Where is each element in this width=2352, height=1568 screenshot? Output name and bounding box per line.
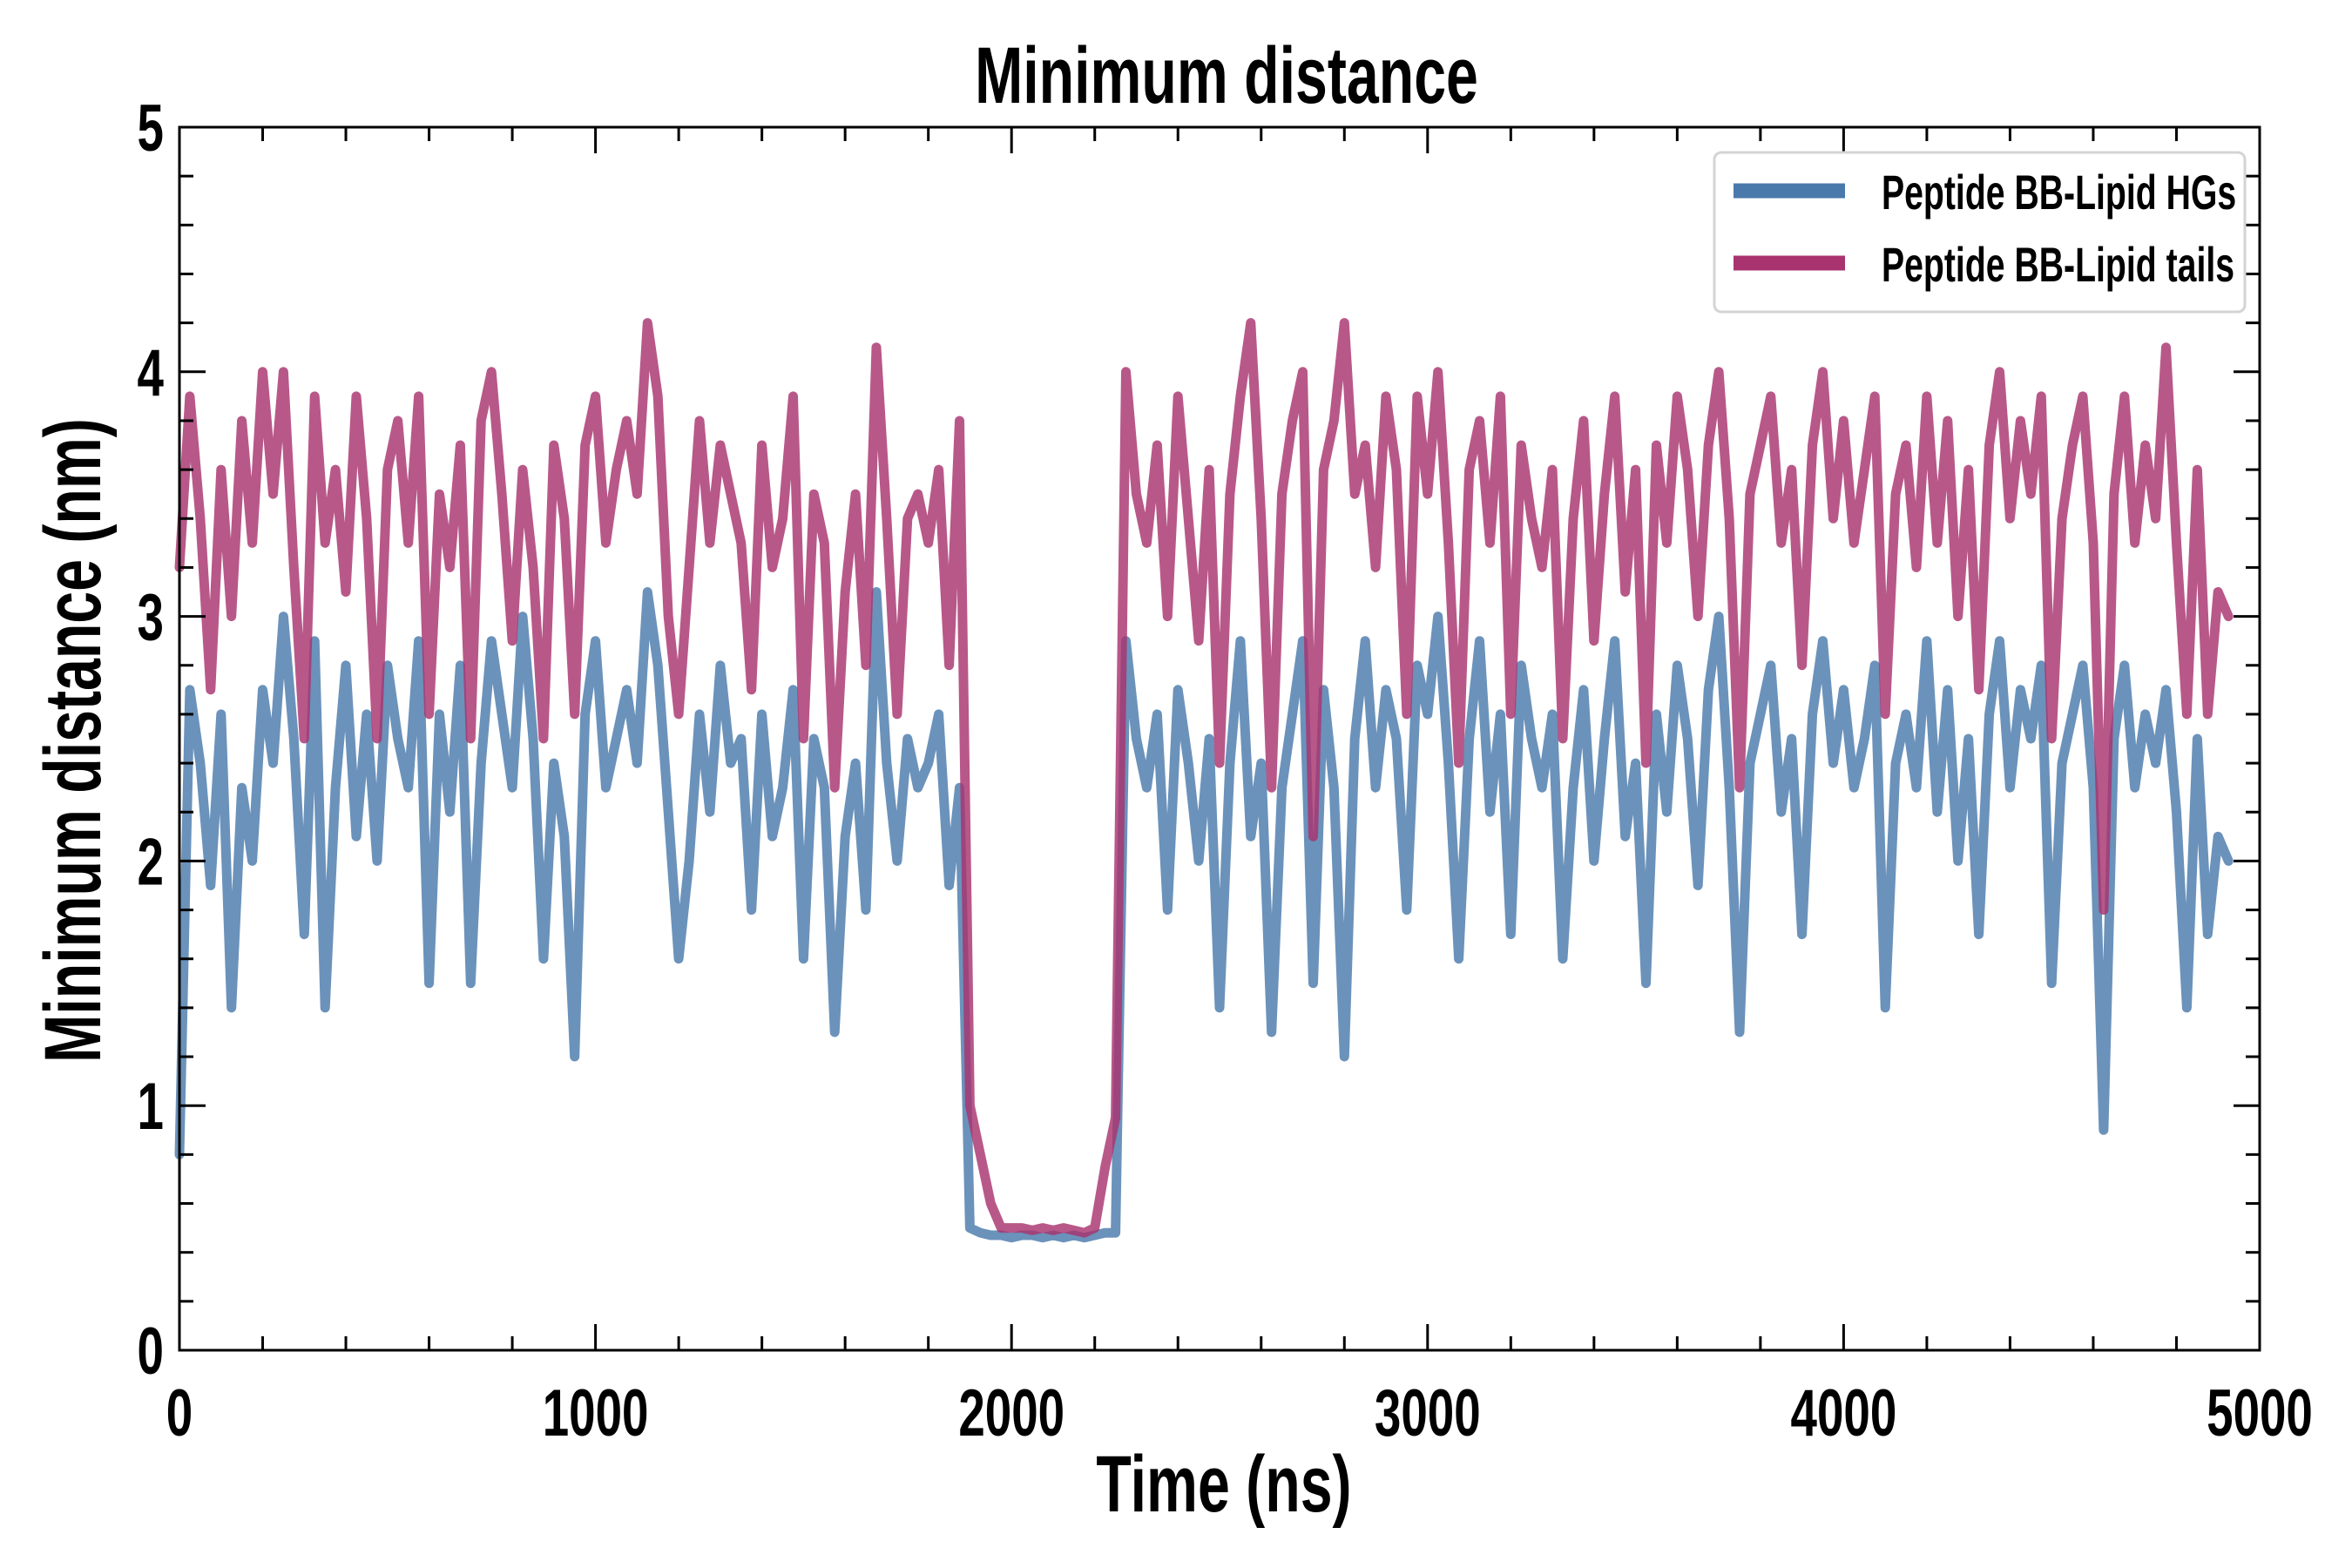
- x-tick-label: 4000: [1791, 1376, 1897, 1450]
- legend-box: [1713, 151, 2247, 314]
- x-tick-label: 0: [166, 1376, 193, 1450]
- y-tick-label: 2: [138, 826, 164, 900]
- legend-label-tails: Peptide BB-Lipid tails: [1882, 238, 2234, 293]
- x-tick-label: 3000: [1375, 1376, 1481, 1450]
- legend-label-hgs: Peptide BB-Lipid HGs: [1882, 166, 2236, 220]
- tick-layer: 0 1000 2000 3000 4000 5000 0 1 2 3 4 5: [138, 91, 2313, 1450]
- y-tick-label: 4: [138, 336, 165, 410]
- x-tick-label: 1000: [543, 1376, 649, 1450]
- x-tick-label: 2000: [958, 1376, 1064, 1450]
- chart-title: Minimum distance: [975, 30, 1478, 119]
- y-tick-label: 5: [138, 91, 164, 166]
- y-tick-label: 0: [138, 1315, 164, 1389]
- y-tick-label: 3: [138, 581, 164, 655]
- y-axis-label: Minimum distance (nm): [27, 418, 117, 1063]
- x-axis-label: Time (ns): [1096, 1438, 1351, 1528]
- series-layer: [174, 318, 2234, 1243]
- series-line-0: [174, 587, 2234, 1243]
- x-tick-label: 5000: [2207, 1376, 2313, 1450]
- plot-frame: [178, 125, 2261, 1352]
- legend: Peptide BB-Lipid HGs Peptide BB-Lipid ta…: [1713, 151, 2247, 314]
- y-tick-label: 1: [138, 1070, 164, 1144]
- series-line-1: [174, 318, 2234, 1238]
